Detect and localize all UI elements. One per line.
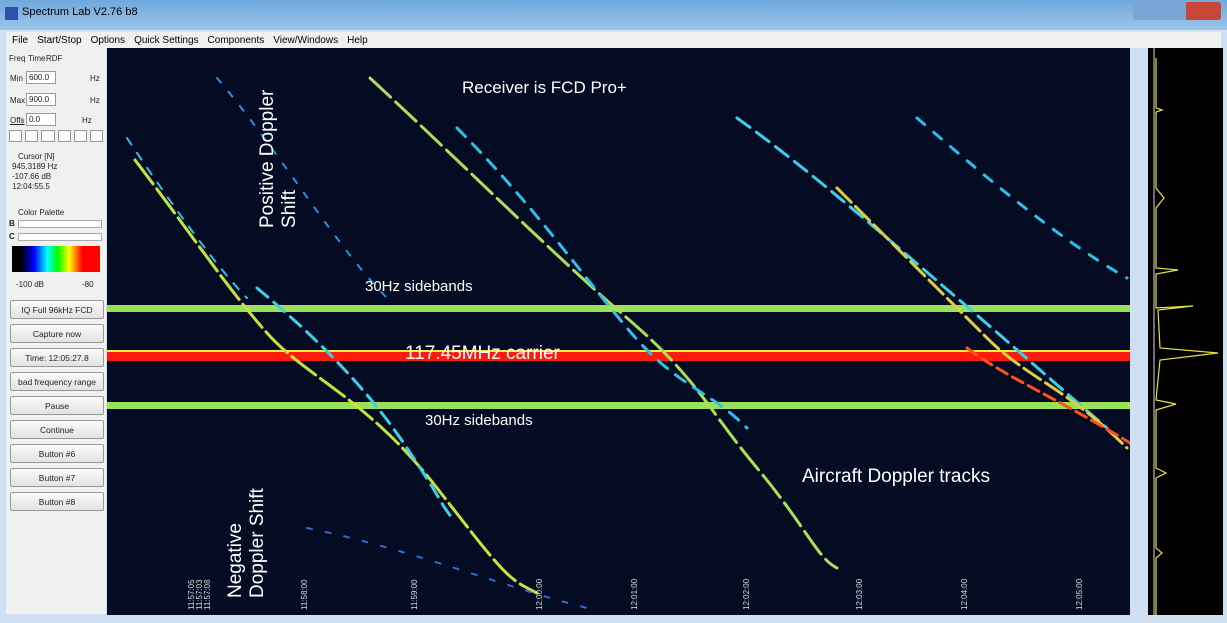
time-label: 11:57:08 xyxy=(203,579,212,610)
label: Max xyxy=(10,96,25,105)
menu-item[interactable]: Components xyxy=(208,35,265,46)
nav-buttons xyxy=(9,130,103,142)
button[interactable]: Pause xyxy=(10,396,104,415)
button[interactable]: bad frequency range xyxy=(10,372,104,391)
window-title: Spectrum Lab V2.76 b8 xyxy=(22,6,138,18)
palette-title: Color Palette xyxy=(18,208,64,217)
cursor-freq: 945.3189 Hz xyxy=(12,162,57,171)
offs-input[interactable]: 0.0 xyxy=(26,113,56,126)
sideband-line xyxy=(107,402,1130,409)
palette-c: C xyxy=(9,232,15,241)
tab[interactable]: Time xyxy=(28,54,45,63)
doppler-track xyxy=(217,78,387,298)
annotation: Receiver is FCD Pro+ xyxy=(462,78,627,98)
button[interactable]: Button #6 xyxy=(10,444,104,463)
unit: Hz xyxy=(90,96,100,105)
app-icon xyxy=(5,7,18,20)
time-label: 12:04:00 xyxy=(960,579,969,610)
doppler-track xyxy=(967,348,1130,443)
slider[interactable] xyxy=(18,233,102,241)
time-label: 11:59:00 xyxy=(410,579,419,610)
slider[interactable] xyxy=(18,220,102,228)
palette-min: -100 dB xyxy=(16,280,44,289)
unit: Hz xyxy=(82,116,92,125)
title-bar: Spectrum Lab V2.76 b8 xyxy=(0,0,1227,30)
menu-item[interactable]: File xyxy=(12,35,28,46)
button[interactable]: Capture now xyxy=(10,324,104,343)
tab[interactable]: Freq xyxy=(9,54,25,63)
spectrum-line xyxy=(1156,58,1218,615)
spectrum-trace xyxy=(1148,48,1223,615)
doppler-track xyxy=(307,528,587,608)
palette-bar xyxy=(12,246,100,272)
button[interactable]: Continue xyxy=(10,420,104,439)
min-input[interactable]: 600.0 xyxy=(26,71,56,84)
annotation: 117.45MHz carrier xyxy=(405,343,560,365)
time-label: 12:03:00 xyxy=(855,579,864,610)
menu-item[interactable]: View/Windows xyxy=(273,35,338,46)
doppler-track xyxy=(370,78,837,568)
doppler-track xyxy=(457,128,747,428)
menu-item[interactable]: Help xyxy=(347,35,368,46)
spectrum-panel xyxy=(1148,48,1223,615)
label: Min xyxy=(10,74,23,83)
time-label: 12:05:00 xyxy=(1075,579,1084,610)
nav[interactable] xyxy=(58,130,71,142)
window-controls[interactable] xyxy=(1133,2,1221,20)
label: Offs xyxy=(10,116,25,125)
menu-bar: File Start/Stop Options Quick Settings Compo… xyxy=(6,32,1221,48)
button[interactable]: IQ Full 96kHz FCD xyxy=(10,300,104,319)
nav[interactable] xyxy=(41,130,54,142)
tab[interactable]: RDF xyxy=(46,54,62,63)
max-input[interactable]: 900.0 xyxy=(26,93,56,106)
control-panel: Freq Time RDF Min 600.0 Hz Max 900.0 Hz … xyxy=(6,48,106,614)
button[interactable]: Button #8 xyxy=(10,492,104,511)
time-label: 12:01:00 xyxy=(630,579,639,610)
menu-item[interactable]: Quick Settings xyxy=(134,35,198,46)
annotation: 30Hz sidebands xyxy=(425,412,533,429)
page: Spectrum Lab V2.76 b8 File Start/Stop Opti… xyxy=(0,0,1227,623)
doppler-track xyxy=(127,138,247,298)
annotation: Positive Doppler Shift xyxy=(257,88,301,228)
cursor-time: 12:04:55.5 xyxy=(12,182,50,191)
doppler-track xyxy=(135,160,537,593)
carrier-edge xyxy=(107,350,1130,352)
time-label: 11:58:00 xyxy=(300,579,309,610)
annotation: Negative Doppler Shift xyxy=(225,458,269,598)
annotation: 30Hz sidebands xyxy=(365,278,473,295)
time-label: 12:00:00 xyxy=(535,579,544,610)
time-label: 12:02:00 xyxy=(742,579,751,610)
button[interactable]: Time: 12:05:27.8 xyxy=(10,348,104,367)
nav[interactable] xyxy=(74,130,87,142)
cursor-level: -107.66 dB xyxy=(12,172,51,181)
annotation: Aircraft Doppler tracks xyxy=(802,466,990,488)
button[interactable]: Button #7 xyxy=(10,468,104,487)
doppler-track xyxy=(917,118,1127,278)
nav[interactable] xyxy=(9,130,22,142)
palette-b: B xyxy=(9,219,15,228)
waterfall: Receiver is FCD Pro+ Positive Doppler Sh… xyxy=(107,48,1130,615)
menu-item[interactable]: Options xyxy=(91,35,125,46)
cursor-title: Cursor [N] xyxy=(18,152,54,161)
nav[interactable] xyxy=(25,130,38,142)
palette-max: -80 xyxy=(82,280,94,289)
unit: Hz xyxy=(90,74,100,83)
menu-item[interactable]: Start/Stop xyxy=(37,35,81,46)
nav[interactable] xyxy=(90,130,103,142)
